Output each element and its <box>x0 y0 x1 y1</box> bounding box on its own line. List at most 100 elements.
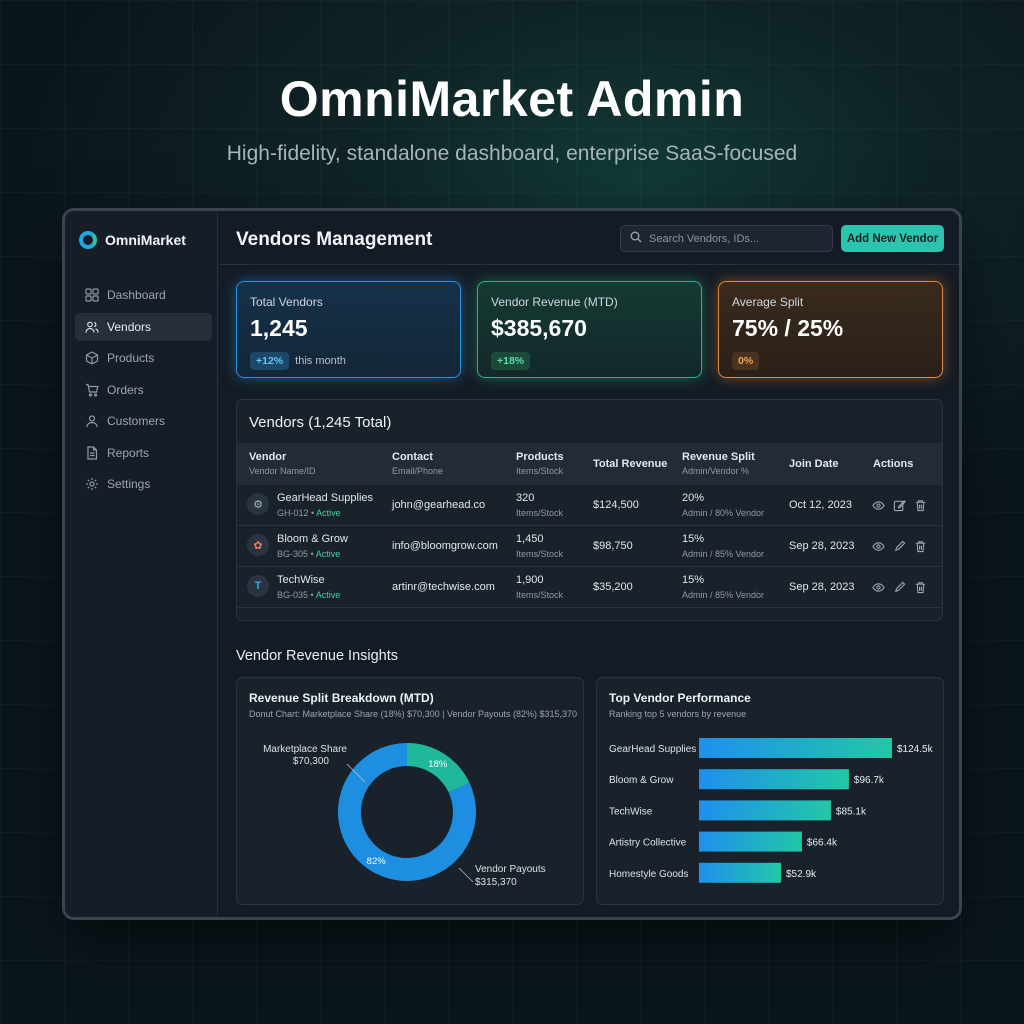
revenue-cell: $124,500 <box>593 499 639 511</box>
products-sublabel: Items/Stock <box>516 508 564 518</box>
vendor-cell: GearHead Supplies GH-012 • Active <box>277 492 374 518</box>
bar-chart-panel: Top Vendor Performance Ranking top 5 ven… <box>596 677 944 905</box>
column-header-contact[interactable]: Contact Email/Phone <box>392 451 443 476</box>
view-icon[interactable] <box>872 499 885 517</box>
gear-icon <box>85 477 99 491</box>
header-label: Vendor <box>249 451 287 463</box>
sidebar-item-label: Orders <box>107 382 144 397</box>
page-title: Vendors Management <box>236 229 433 250</box>
bar-value-label: $52.9k <box>786 869 817 880</box>
donut-slice-vendor-payouts[interactable] <box>338 743 476 881</box>
header-label: Actions <box>873 458 914 470</box>
stat-label: Total Vendors <box>250 295 323 309</box>
donut-chart-panel: Revenue Split Breakdown (MTD) Donut Char… <box>236 677 584 905</box>
bar-category-label: TechWise <box>609 806 653 817</box>
callout-vendor-payouts-name: Vendor Payouts <box>475 864 546 875</box>
sidebar-item-products[interactable]: Products <box>75 344 212 372</box>
user-icon <box>85 414 99 428</box>
table-row[interactable]: ⚙ GearHead Supplies GH-012 • Active john… <box>237 485 942 526</box>
contact-cell: artinr@techwise.com <box>392 581 495 593</box>
products-count: 320 <box>516 492 535 504</box>
sidebar-item-orders[interactable]: Orders <box>75 376 212 404</box>
bar-category-label: Artistry Collective <box>609 838 687 849</box>
bar-gearhead-supplies[interactable] <box>699 738 892 758</box>
slice-percent-label: 82% <box>367 856 387 867</box>
split-sublabel: Admin / 80% Vendor <box>682 508 765 518</box>
sidebar-item-settings[interactable]: Settings <box>75 470 212 498</box>
bar-value-label: $66.4k <box>807 838 838 849</box>
sidebar-item-label: Products <box>107 351 155 365</box>
vendors-table-card: Vendors (1,245 Total) Vendor Vendor Name… <box>236 399 943 621</box>
column-header-join-date[interactable]: Join Date <box>789 458 839 470</box>
split-value: 20% <box>682 492 705 504</box>
brand[interactable]: OmniMarket <box>79 231 186 249</box>
products-sublabel: Items/Stock <box>516 549 564 559</box>
column-header-vendor[interactable]: Vendor Vendor Name/ID <box>249 451 316 476</box>
callout-marketplace-name: Marketplace Share <box>263 744 347 755</box>
column-header-actions: Actions <box>873 458 913 470</box>
table-row[interactable]: T TechWise BG-035 • Active artinr@techwi… <box>237 567 942 608</box>
bar-techwise[interactable] <box>699 800 831 821</box>
column-header-total-revenue[interactable]: Total Revenue <box>593 458 667 470</box>
contact-cell: john@gearhead.co <box>392 499 486 511</box>
vendor-id: GH-012 <box>277 508 309 518</box>
donut-slice-marketplace-share[interactable] <box>407 743 470 793</box>
column-header-products[interactable]: Products Items/Stock <box>516 451 564 476</box>
table-header: Vendor Vendor Name/ID Contact Email/Phon… <box>237 443 942 485</box>
view-icon[interactable] <box>872 540 885 558</box>
vendor-avatar-techwise-icon: T <box>247 575 269 597</box>
topbar: Vendors Management Add New Vendor <box>219 211 959 265</box>
users-icon <box>85 320 99 334</box>
header-sublabel: Vendor Name/ID <box>249 466 316 476</box>
sidebar-item-customers[interactable]: Customers <box>75 407 212 435</box>
sidebar-item-label: Reports <box>107 445 150 460</box>
products-sublabel: Items/Stock <box>516 590 564 600</box>
donut-chart: 18% 82% Marketplace Share$70,300 Vendor Pay… <box>263 743 546 888</box>
header-label: Products <box>516 451 564 463</box>
stat-card-average-split: Average Split 75% / 25% 0% <box>718 281 943 378</box>
vendor-cell: Bloom & Grow BG-305 • Active <box>277 533 348 559</box>
join-date-cell: Sep 28, 2023 <box>789 540 855 552</box>
edit-icon[interactable] <box>893 581 906 599</box>
stat-card-total-vendors: Total Vendors 1,245 +12% this month <box>236 281 461 378</box>
sidebar-item-label: Customers <box>107 414 166 428</box>
delete-icon[interactable] <box>914 540 927 558</box>
sidebar-item-reports[interactable]: Reports <box>75 439 212 467</box>
sidebar-item-dashboard[interactable]: Dashboard <box>75 281 212 309</box>
add-new-vendor-button[interactable]: Add New Vendor <box>841 225 944 252</box>
delete-icon[interactable] <box>914 581 927 599</box>
bar-bloom-grow[interactable] <box>699 769 849 790</box>
cart-icon <box>85 383 99 397</box>
stat-change-badge: +12% <box>250 352 290 370</box>
stat-value: 1,245 <box>250 315 308 341</box>
box-icon <box>85 351 99 365</box>
edit-icon[interactable] <box>893 499 906 517</box>
table-row[interactable]: ✿ Bloom & Grow BG-305 • Active info@bloo… <box>237 526 942 567</box>
products-count: 1,900 <box>516 574 544 586</box>
status-badge: Active <box>315 549 341 559</box>
header-label: Contact <box>392 451 433 463</box>
bar-homestyle-goods[interactable] <box>699 862 782 883</box>
edit-icon[interactable] <box>893 540 906 558</box>
join-date-cell: Sep 28, 2023 <box>789 581 855 593</box>
column-header-revenue-split[interactable]: Revenue Split Admin/Vendor % <box>682 451 755 476</box>
bar-artistry-collective[interactable] <box>699 831 802 852</box>
brand-name: OmniMarket <box>105 232 186 248</box>
search-input[interactable] <box>649 232 819 245</box>
sidebar-nav: Dashboard Vendors Products Orders <box>75 281 212 502</box>
search-icon <box>630 230 642 248</box>
status-badge: Active <box>315 590 341 600</box>
search-box[interactable] <box>620 225 833 252</box>
slice-percent-label: 18% <box>428 759 448 770</box>
stat-value: $385,670 <box>491 315 587 341</box>
delete-icon[interactable] <box>914 499 927 517</box>
callout-line <box>346 763 366 783</box>
grid-icon <box>85 288 99 302</box>
products-count: 1,450 <box>516 533 544 545</box>
view-icon[interactable] <box>872 581 885 599</box>
chart-title: Top Vendor Performance <box>609 691 751 705</box>
bar-category-label: Bloom & Grow <box>609 775 674 786</box>
callout-marketplace-amount: $70,300 <box>293 756 330 767</box>
sidebar-item-vendors[interactable]: Vendors <box>75 312 212 341</box>
header-label: Total Revenue <box>593 458 668 470</box>
